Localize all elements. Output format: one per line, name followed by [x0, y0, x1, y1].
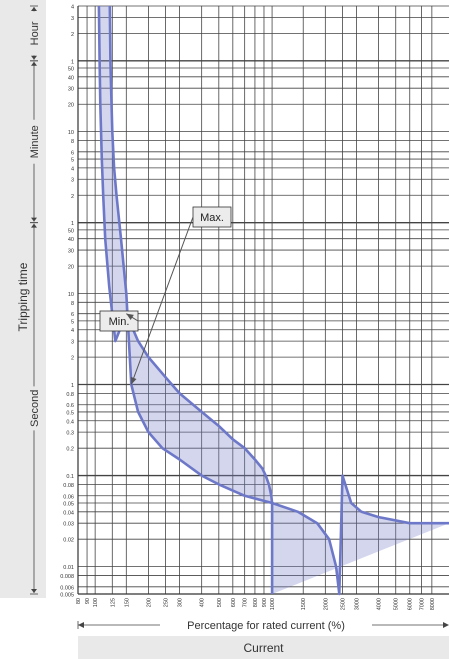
y-tick-label: 0.05	[63, 501, 74, 507]
y-tick-label: 1	[71, 383, 74, 389]
series-line-max	[108, 5, 449, 596]
x-tick-label: 3000	[354, 598, 360, 610]
y-tick-label: 5	[71, 158, 74, 164]
y-tick-label: 0.5	[66, 410, 74, 416]
x-tick-label: 600	[231, 598, 237, 607]
unit-label: Minute	[29, 125, 41, 158]
y-tick-label: 10	[68, 292, 74, 298]
y-tick-label: 0.4	[66, 419, 74, 425]
unit-arrow	[31, 61, 37, 66]
x-tick-label: 2500	[340, 598, 346, 610]
y-tick-label: 0.8	[66, 392, 74, 398]
x-tick-label: 5000	[394, 598, 400, 610]
x-tick-label: 1500	[301, 598, 307, 610]
y-tick-label: 0.06	[63, 494, 74, 500]
y-tick-label: 4	[71, 5, 74, 11]
y-tick-label: 3	[71, 16, 74, 22]
x-tick-label: 250	[164, 598, 170, 607]
x-tick-label: 300	[178, 598, 184, 607]
y-tick-label: 0.02	[63, 538, 74, 544]
y-tick-label: 20	[68, 265, 74, 271]
y-tick-label: 0.3	[66, 431, 74, 437]
y-tick-label: 0.01	[63, 565, 74, 571]
annotation-label: Min.	[109, 316, 130, 328]
y-tick-label: 0.005	[60, 593, 74, 599]
y-tick-label: 50	[68, 67, 74, 73]
y-tick-label: 0.008	[60, 574, 74, 580]
x-tick-label: 100	[93, 598, 99, 607]
y-tick-label: 8	[71, 139, 74, 145]
y-tick-label: 0.03	[63, 522, 74, 528]
x-label-arrow	[443, 622, 449, 628]
x-axis-label: Percentage for rated current (%)	[187, 620, 345, 632]
x-tick-label: 1000	[270, 598, 276, 610]
y-tick-label: 4	[71, 166, 74, 172]
y-tick-label: 40	[68, 75, 74, 81]
y-tick-label: 2	[71, 194, 74, 200]
annotation-arrow-line	[130, 216, 194, 385]
annotation-arrow-head	[126, 313, 134, 320]
unit-arrow	[31, 55, 37, 60]
y-tick-label: 0.2	[66, 447, 74, 453]
x-tick-label: 900	[262, 598, 268, 607]
y-tick-label: 6	[71, 150, 74, 156]
y-tick-label: 5	[71, 319, 74, 325]
x-axis-band	[78, 636, 449, 659]
x-tick-label: 500	[217, 598, 223, 607]
y-tick-label: 0.04	[63, 510, 74, 516]
y-tick-label: 40	[68, 237, 74, 243]
x-label-arrow	[78, 622, 84, 628]
y-tick-label: 30	[68, 87, 74, 93]
x-tick-label: 8000	[430, 598, 436, 610]
x-tick-label: 4000	[377, 598, 383, 610]
y-tick-label: 1	[71, 221, 74, 227]
y-tick-label: 0.1	[66, 474, 74, 480]
unit-label: Hour	[29, 21, 41, 45]
x-axis-title: Current	[243, 641, 284, 655]
y-tick-label: 50	[68, 228, 74, 234]
y-tick-label: 0.08	[63, 483, 74, 489]
annotation-label: Max.	[200, 212, 224, 224]
unit-arrow	[31, 7, 37, 11]
x-tick-label: 80	[76, 598, 82, 604]
y-tick-label: 30	[68, 249, 74, 255]
y-tick-label: 3	[71, 340, 74, 346]
series-line-min	[97, 5, 274, 594]
x-tick-label: 700	[243, 598, 249, 607]
y-axis-band	[0, 0, 46, 598]
y-tick-label: 3	[71, 178, 74, 184]
y-tick-label: 0.006	[60, 585, 74, 591]
y-tick-label: 8	[71, 301, 74, 307]
y-tick-label: 2	[71, 32, 74, 38]
x-tick-label: 400	[200, 598, 206, 607]
y-tick-label: 1	[71, 59, 74, 65]
x-tick-label: 7000	[420, 598, 426, 610]
x-tick-label: 125	[110, 598, 116, 607]
y-tick-label: 2	[71, 356, 74, 362]
unit-label: Second	[29, 390, 41, 427]
tripping-band	[98, 6, 449, 594]
x-tick-label: 150	[124, 598, 130, 607]
x-tick-label: 90	[85, 598, 91, 604]
plot-area	[78, 6, 449, 594]
y-tick-label: 10	[68, 130, 74, 136]
unit-arrow	[31, 223, 37, 228]
y-tick-label: 0.6	[66, 403, 74, 409]
annotation-arrow-head	[130, 376, 137, 385]
unit-arrow	[31, 589, 37, 593]
y-tick-label: 6	[71, 312, 74, 318]
x-tick-label: 2000	[323, 598, 329, 610]
unit-arrow	[31, 217, 37, 222]
x-tick-label: 6000	[408, 598, 414, 610]
x-tick-label: 800	[253, 598, 259, 607]
y-tick-label: 4	[71, 328, 74, 334]
x-tick-label: 200	[146, 598, 152, 607]
y-tick-label: 20	[68, 103, 74, 109]
